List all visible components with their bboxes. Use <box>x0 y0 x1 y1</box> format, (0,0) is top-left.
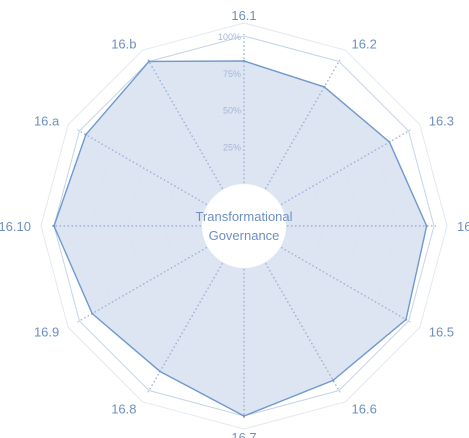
ring-label-50: 50% <box>223 106 241 116</box>
axis-label-16.1: 16.1 <box>231 8 256 23</box>
axis-label-16.7: 16.7 <box>231 430 256 438</box>
axis-label-16.3: 16.3 <box>429 114 454 129</box>
axis-label-16.5: 16.5 <box>429 325 454 340</box>
spoke-16.9 <box>77 246 208 323</box>
axis-label-16.8: 16.8 <box>111 402 136 417</box>
spoke-16.3 <box>280 129 411 206</box>
ring-label-100: 100% <box>218 32 241 42</box>
center-label-line-2: Governance <box>209 228 280 243</box>
spoke-16.b <box>147 59 224 190</box>
spoke-16.8 <box>147 262 224 393</box>
spoke-16.a <box>77 129 208 206</box>
spoke-layer <box>52 34 436 418</box>
data-point-16.10 <box>52 224 56 228</box>
axis-label-16.10: 16.10 <box>0 219 31 234</box>
axis-label-16.4: 16.4 <box>457 219 469 234</box>
outer-guide-polygon <box>40 22 448 430</box>
center-hole <box>202 184 286 268</box>
spoke-16.5 <box>280 246 411 323</box>
spoke-16.2 <box>264 59 341 190</box>
axis-label-16.6: 16.6 <box>352 402 377 417</box>
ring-label-25: 25% <box>223 142 241 152</box>
ring-label-layer: 25% 50% 75% 100% <box>218 32 241 152</box>
axis-label-layer: 16.1 16.2 16.3 16.4 16.5 16.6 16.7 16.8 16.9 16.1… <box>0 8 469 438</box>
axis-label-16.2: 16.2 <box>352 36 377 51</box>
axis-label-16.a: 16.a <box>34 114 60 129</box>
data-point-16.b <box>147 60 151 63</box>
axis-label-16.9: 16.9 <box>34 325 59 340</box>
center-label-line-1: Transformational <box>195 209 292 224</box>
data-point-16.7 <box>242 414 246 418</box>
ring-label-75: 75% <box>223 69 241 79</box>
axis-label-16.b: 16.b <box>111 36 136 51</box>
spoke-16.6 <box>264 262 341 393</box>
